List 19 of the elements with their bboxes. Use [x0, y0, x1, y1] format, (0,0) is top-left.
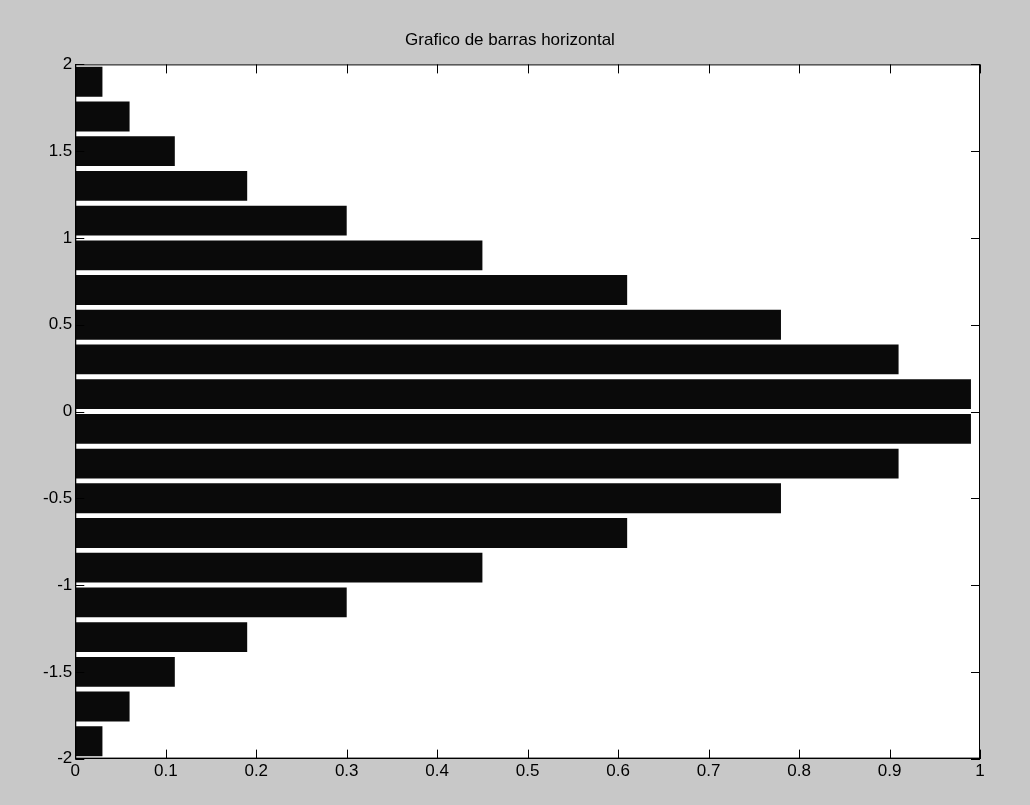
x-tick-label: 1 [975, 761, 985, 781]
y-tick-label: -1 [57, 574, 73, 594]
x-tick-label: 0.5 [515, 761, 540, 781]
chart-title: Grafico de barras horizontal [405, 29, 615, 49]
y-tick-label: -0.5 [43, 487, 73, 507]
y-tick-label: -1.5 [43, 661, 73, 681]
y-tick-label: 0 [62, 401, 73, 421]
x-tick-label: 0.8 [787, 761, 811, 781]
x-tick-label: 0.4 [425, 761, 449, 781]
y-tick-label: 2 [62, 54, 73, 74]
x-tick-label: 0.1 [153, 761, 178, 781]
x-tick-label: 0.7 [696, 761, 721, 781]
x-tick-label: 0.6 [606, 761, 630, 781]
x-tick-label: 0.9 [877, 761, 902, 781]
y-tick-label: 1 [62, 227, 73, 247]
y-tick-label: 1.5 [48, 140, 73, 160]
x-tick-label: 0.2 [244, 761, 269, 781]
x-tick-label: 0.3 [334, 761, 359, 781]
y-tick-label: 0.5 [48, 314, 73, 334]
